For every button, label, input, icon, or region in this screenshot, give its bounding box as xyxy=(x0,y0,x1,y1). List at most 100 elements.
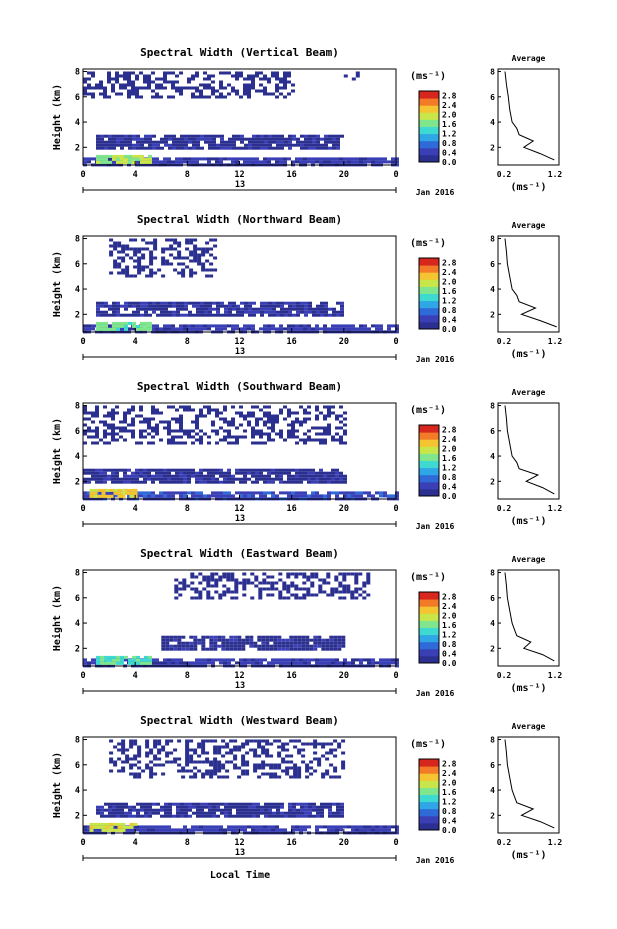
heatmap-cell xyxy=(299,825,303,829)
heatmap-cell xyxy=(343,494,347,498)
heatmap-cell xyxy=(270,581,275,585)
heatmap-cell xyxy=(290,581,295,585)
heatmap-cell xyxy=(391,661,395,665)
heatmap-cell xyxy=(180,134,184,138)
heatmap-cell xyxy=(299,405,303,409)
heatmap-cell xyxy=(156,307,160,311)
heatmap-cell xyxy=(239,825,243,829)
heatmap-cell xyxy=(235,491,239,495)
heatmap-cell xyxy=(180,805,184,809)
heatmap-cell xyxy=(112,324,116,328)
heatmap-cell xyxy=(144,802,148,806)
heatmap-cell xyxy=(95,471,99,475)
heatmap-cell xyxy=(197,745,202,749)
heatmap-cell xyxy=(260,805,264,809)
colorbar-segment xyxy=(419,606,439,614)
heatmap-cell xyxy=(326,575,331,579)
heatmap-cell xyxy=(183,157,187,161)
heatmap-cell xyxy=(193,751,198,755)
heatmap-cell xyxy=(332,802,336,806)
heatmap-cell xyxy=(87,480,91,484)
heatmap-cell xyxy=(192,140,196,144)
heatmap-cell xyxy=(283,658,287,662)
heatmap-cell xyxy=(125,247,130,251)
heatmap-cell xyxy=(211,477,215,481)
heatmap-cell xyxy=(263,160,267,164)
heatmap-cell xyxy=(168,811,172,815)
heatmap-cell xyxy=(131,474,135,478)
heatmap-cell xyxy=(331,157,335,161)
heatmap-cell xyxy=(244,304,248,308)
heatmap-cell xyxy=(271,417,275,421)
heatmap-cell xyxy=(347,661,351,665)
colorbar-segment xyxy=(419,627,439,636)
heatmap-cell xyxy=(207,494,211,498)
heatmap-cell xyxy=(295,324,299,328)
heatmap-cell xyxy=(336,814,340,818)
heatmap-cell xyxy=(213,772,218,776)
heatmap-cell xyxy=(120,304,124,308)
heatmap-cell xyxy=(219,828,223,832)
heatmap-cell xyxy=(195,420,199,424)
heatmap-cell xyxy=(267,417,271,421)
y-axis-label: Height (km) xyxy=(51,752,63,818)
heatmap-cell xyxy=(177,256,182,260)
heatmap-cell xyxy=(161,274,166,278)
heatmap-cell xyxy=(100,814,104,818)
colorbar-tick-label: 0.8 xyxy=(442,473,457,482)
heatmap-cell xyxy=(112,811,116,815)
heatmap-cell xyxy=(243,324,247,328)
heatmap-cell xyxy=(263,477,267,481)
heatmap-cell xyxy=(283,86,287,90)
heatmap-cell xyxy=(219,417,223,421)
heatmap-cell xyxy=(144,134,148,138)
heatmap-cell xyxy=(367,494,371,498)
heatmap-cell xyxy=(203,71,207,75)
heatmap-cell xyxy=(140,160,144,164)
heatmap-cell xyxy=(204,137,208,141)
heatmap-cell xyxy=(197,262,202,266)
heatmap-cell xyxy=(176,313,180,317)
heatmap-cell xyxy=(157,748,162,752)
heatmap-cell xyxy=(279,160,283,164)
heatmap-cell xyxy=(230,590,235,594)
heatmap-cell xyxy=(255,825,259,829)
heatmap-cell xyxy=(248,146,252,150)
heatmap-cell xyxy=(339,438,343,442)
heatmap-cell xyxy=(169,644,174,648)
heatmap-cell xyxy=(172,301,176,305)
heatmap-cell xyxy=(108,661,112,665)
heatmap-cell xyxy=(139,420,143,424)
heatmap-cell xyxy=(179,420,183,424)
heatmap-cell xyxy=(306,593,311,597)
heatmap-cell xyxy=(242,578,247,582)
heatmap-cell xyxy=(171,83,175,87)
heatmap-cell xyxy=(208,137,212,141)
heatmap-cell xyxy=(263,89,267,93)
heatmap-cell xyxy=(235,471,239,475)
heatmap-cell xyxy=(307,471,311,475)
y-tick-label: 6 xyxy=(75,93,80,103)
heatmap-cell xyxy=(196,137,200,141)
heatmap-cell xyxy=(127,71,131,75)
heatmap-cell xyxy=(252,137,256,141)
heatmap-cell xyxy=(331,480,335,484)
heatmap-cell xyxy=(171,468,175,472)
heatmap-cell xyxy=(236,805,240,809)
heatmap-cell xyxy=(135,477,139,481)
heatmap-cell xyxy=(301,754,306,758)
heatmap-cell xyxy=(115,825,119,829)
heatmap-cell xyxy=(139,414,143,418)
heatmap-cell xyxy=(99,92,103,96)
heatmap-cell xyxy=(173,748,178,752)
heatmap-cell xyxy=(224,808,228,812)
heatmap-cell xyxy=(192,802,196,806)
heatmap-cell xyxy=(183,491,187,495)
heatmap-cell xyxy=(197,638,202,642)
heatmap-cell xyxy=(83,480,87,484)
heatmap-cell xyxy=(116,805,120,809)
heatmap-cell xyxy=(249,638,254,642)
heatmap-cell xyxy=(143,74,147,78)
heatmap-cell xyxy=(313,757,318,761)
heatmap-cell xyxy=(268,814,272,818)
